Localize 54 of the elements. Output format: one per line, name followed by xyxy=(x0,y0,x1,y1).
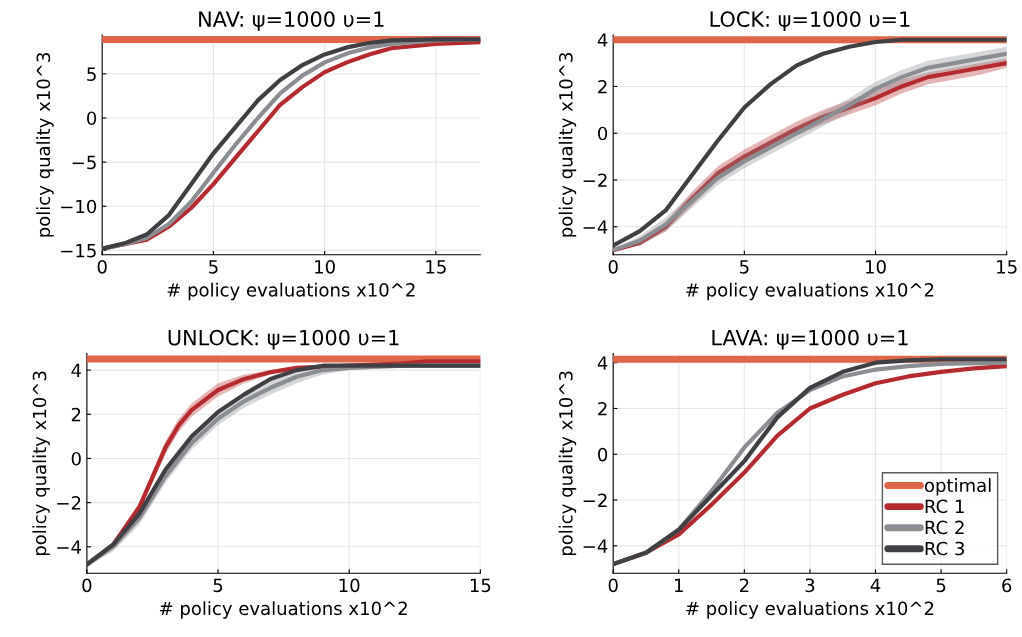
x-tick-label: 2 xyxy=(739,578,749,592)
x-tick-label: 0 xyxy=(97,259,107,274)
y-tick-label: −15 xyxy=(61,244,96,258)
y-tick-label: −2 xyxy=(583,173,607,187)
x-tick-label: 10 xyxy=(866,259,886,274)
x-tick-label: 5 xyxy=(213,578,223,593)
x-tick-label: 5 xyxy=(936,578,946,593)
chart-title: NAV: ψ=1000 υ=1 xyxy=(199,11,384,32)
y-axis-title: policy quality x10^3 xyxy=(32,371,50,556)
y-tick-label: 2 xyxy=(598,401,607,416)
legend-label: optimal xyxy=(924,478,991,496)
chart-title: UNLOCK: ψ=1000 υ=1 xyxy=(168,329,399,350)
x-axis-title: # policy evaluations x10^2 xyxy=(686,282,934,301)
x-tick-label: 15 xyxy=(997,260,1017,274)
x-tick-label: 4 xyxy=(870,578,881,592)
chart-title: LAVA: ψ=1000 υ=1 xyxy=(712,329,908,350)
y-tick-label: 4 xyxy=(71,363,81,377)
y-tick-label: 2 xyxy=(598,79,607,94)
y-axis-title: policy quality x10^3 xyxy=(558,371,577,556)
y-tick-label: 0 xyxy=(598,126,608,141)
legend-label: RC 2 xyxy=(925,520,964,535)
x-tick-label: 6 xyxy=(1002,578,1012,593)
x-tick-label: 15 xyxy=(426,260,446,274)
y-tick-label: −2 xyxy=(583,493,607,507)
legend-label: RC 3 xyxy=(925,541,964,556)
y-axis-title: policy quality x10^3 xyxy=(558,53,577,237)
legend-label: RC 1 xyxy=(925,499,964,514)
y-tick-label: −10 xyxy=(61,199,97,214)
x-tick-label: 15 xyxy=(470,578,491,593)
x-tick-label: 0 xyxy=(608,259,618,274)
x-tick-label: 5 xyxy=(740,260,749,274)
y-tick-label: 0 xyxy=(87,111,97,126)
x-tick-label: 10 xyxy=(315,259,335,274)
y-tick-label: −5 xyxy=(72,155,96,170)
y-tick-label: 0 xyxy=(598,447,608,462)
y-tick-label: −4 xyxy=(57,540,81,554)
chart-title: LOCK: ψ=1000 υ=1 xyxy=(710,11,910,32)
x-tick-label: 10 xyxy=(339,578,360,593)
y-axis-title: policy quality x10^3 xyxy=(36,53,54,237)
x-tick-label: 0 xyxy=(608,578,618,593)
y-tick-label: 4 xyxy=(597,33,608,47)
y-tick-label: 2 xyxy=(71,407,81,422)
y-tick-label: 0 xyxy=(71,451,81,466)
x-axis-title: # policy evaluations x10^2 xyxy=(686,601,934,619)
x-tick-label: 5 xyxy=(209,260,218,274)
x-tick-label: 1 xyxy=(675,578,683,592)
y-tick-label: −4 xyxy=(583,539,608,553)
x-axis-title: # policy evaluations x10^2 xyxy=(159,601,407,619)
y-tick-label: −2 xyxy=(57,496,81,510)
x-tick-label: 3 xyxy=(805,578,815,593)
x-axis-title: # policy evaluations x10^2 xyxy=(167,282,415,301)
y-tick-label: 4 xyxy=(597,356,608,370)
y-tick-label: 5 xyxy=(87,67,96,81)
y-tick-label: −4 xyxy=(583,220,608,234)
